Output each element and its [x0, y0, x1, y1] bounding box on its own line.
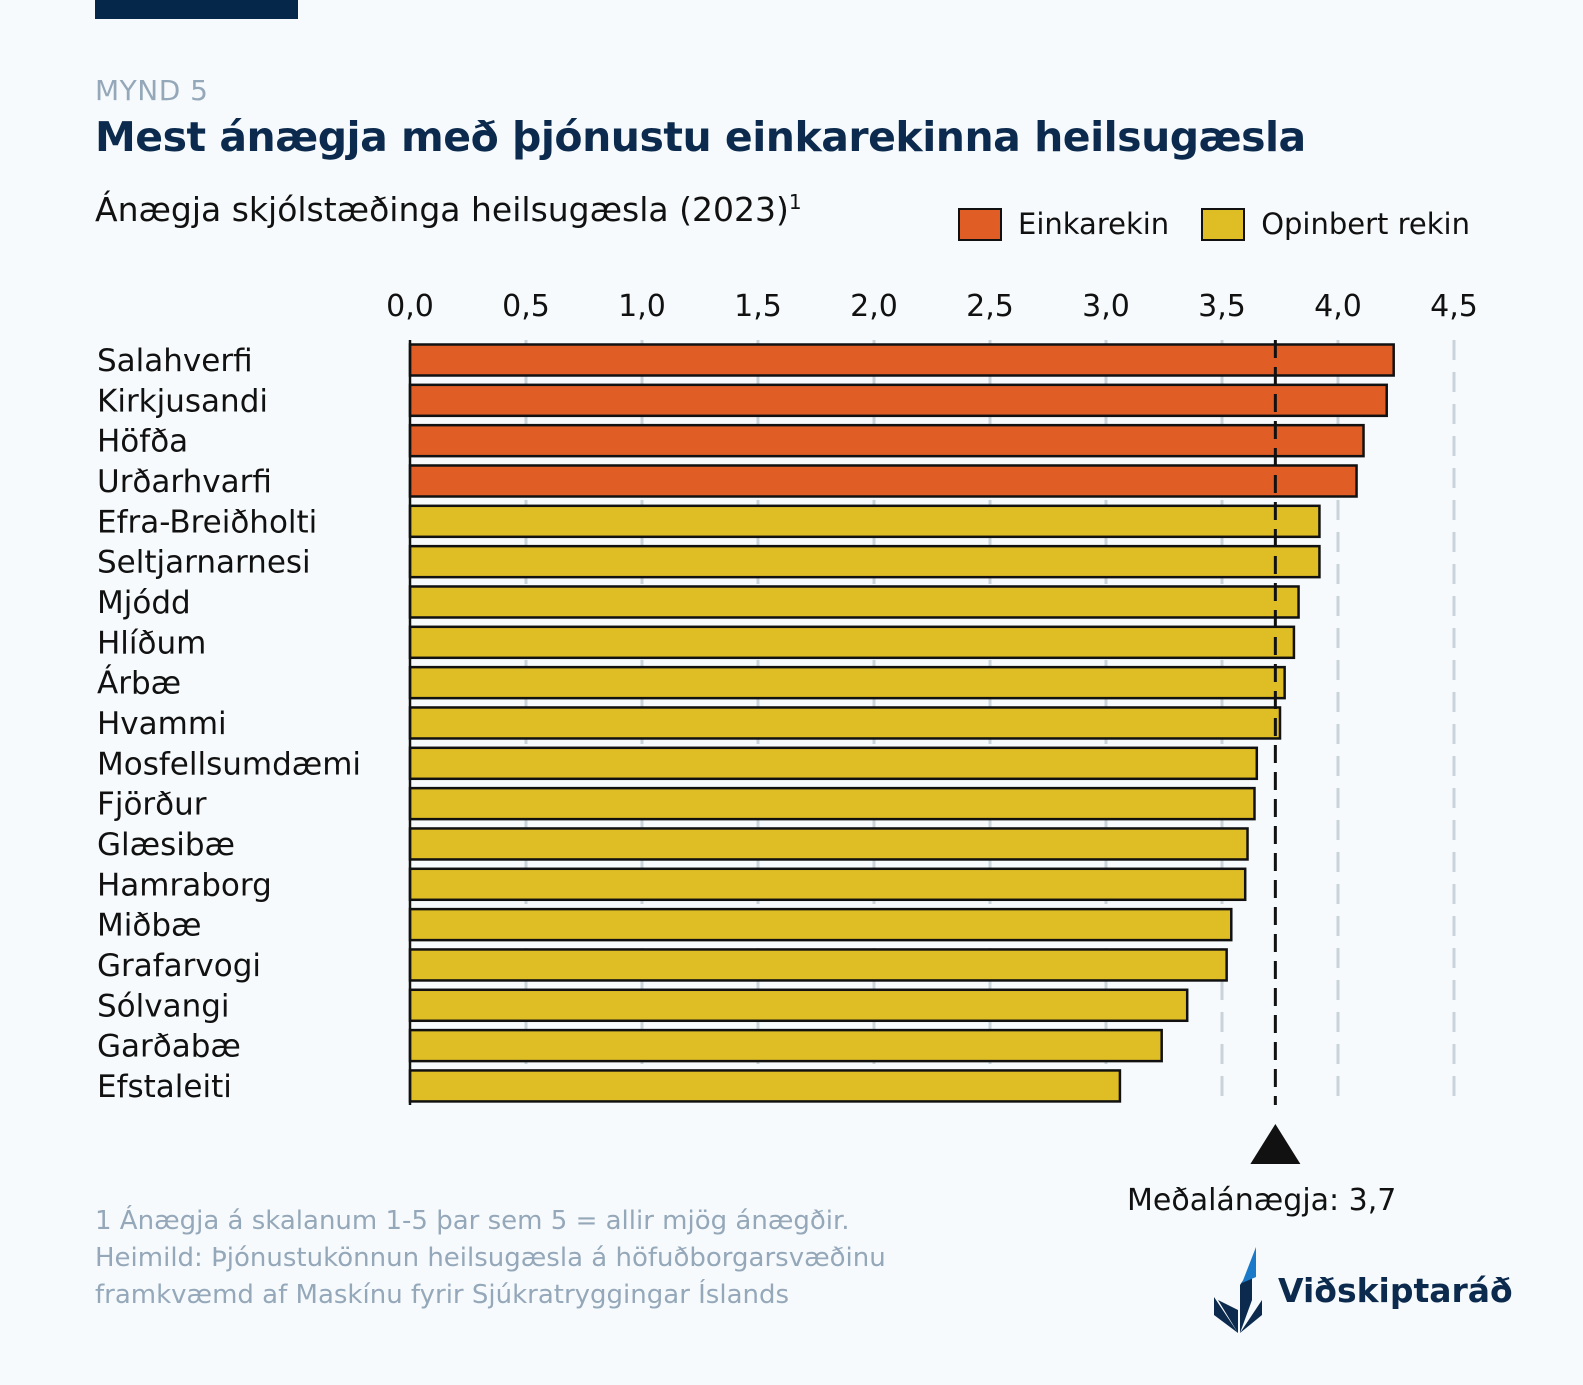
category-label: Efra-Breiðholti — [97, 504, 317, 540]
category-label: Grafarvogi — [97, 948, 261, 984]
bar — [408, 665, 1286, 700]
x-tick-label: 2,0 — [850, 289, 898, 324]
legend-swatch-einkarekin — [958, 207, 1002, 241]
bar — [408, 827, 1249, 861]
bar — [408, 343, 1395, 377]
chart-subtitle: Ánægja skjólstæðinga heilsugæsla (2023)1 — [95, 190, 802, 229]
category-label: Hlíðum — [97, 625, 206, 661]
category-label: Hvammi — [97, 706, 227, 742]
bar — [408, 1028, 1163, 1063]
legend-item-einkarekin: Einkarekin — [958, 207, 1169, 241]
logo-text: Viðskiptaráð — [1278, 1270, 1513, 1310]
x-tick-label: 0,5 — [502, 289, 550, 324]
bar — [408, 544, 1321, 579]
bar — [408, 504, 1321, 539]
top-accent-bar — [95, 0, 298, 19]
category-label: Kirkjusandi — [97, 383, 268, 419]
bar — [408, 585, 1300, 619]
bar — [408, 706, 1282, 740]
source-line: Heimild: Þjónustukönnun heilsugæsla á hö… — [95, 1243, 886, 1273]
mean-marker-triangle-icon — [1250, 1124, 1301, 1164]
category-label: Mosfellsumdæmi — [97, 746, 361, 782]
figure-number: MYND 5 — [95, 74, 209, 107]
bar — [408, 988, 1189, 1023]
mean-label: Meðalánægja: 3,7 — [1127, 1183, 1397, 1218]
footnote-line: 1 Ánægja á skalanum 1-5 þar sem 5 = alli… — [95, 1206, 850, 1236]
legend-item-opinbert: Opinbert rekin — [1201, 207, 1470, 241]
bar — [408, 625, 1296, 660]
category-label: Hamraborg — [97, 867, 272, 903]
bar — [408, 464, 1358, 498]
footnote: 1 Ánægja á skalanum 1-5 þar sem 5 = alli… — [95, 1203, 886, 1314]
category-label: Garðabæ — [97, 1029, 241, 1065]
category-label: Seltjarnarnesi — [97, 545, 311, 581]
category-label: Glæsibæ — [97, 827, 235, 863]
legend-label: Einkarekin — [1018, 207, 1170, 241]
category-label: Árbæ — [97, 666, 181, 702]
bar — [408, 423, 1365, 458]
x-tick-label: 4,0 — [1314, 289, 1362, 324]
source-line: framkvæmd af Maskínu fyrir Sjúkratryggin… — [95, 1280, 790, 1310]
chart-title: Mest ánægja með þjónustu einkarekinna he… — [95, 113, 1306, 161]
bar — [408, 746, 1259, 781]
category-label: Fjörður — [97, 787, 207, 823]
bar — [408, 907, 1233, 942]
category-label: Miðbæ — [97, 908, 201, 944]
bar — [408, 786, 1256, 821]
x-tick-label: 2,5 — [966, 289, 1014, 324]
x-tick-label: 3,0 — [1082, 289, 1130, 324]
subtitle-text: Ánægja skjólstæðinga heilsugæsla (2023) — [95, 190, 789, 229]
legend-swatch-opinbert — [1201, 207, 1246, 241]
bar — [408, 383, 1388, 418]
bar — [408, 867, 1247, 902]
category-label: Mjódd — [97, 585, 191, 621]
category-label: Salahverfi — [97, 343, 253, 379]
footnote-marker: 1 — [788, 190, 802, 214]
x-tick-label: 0,0 — [386, 289, 434, 324]
category-label: Urðarhvarfi — [97, 464, 272, 500]
x-tick-label: 3,5 — [1198, 289, 1246, 324]
leaf-logo-icon — [1214, 1247, 1262, 1333]
x-tick-label: 1,5 — [734, 289, 782, 324]
legend: Einkarekin Opinbert rekin — [958, 207, 1502, 241]
category-label: Sólvangi — [97, 988, 230, 1024]
bar — [408, 1069, 1122, 1103]
x-tick-label: 1,0 — [618, 289, 666, 324]
category-label: Höfða — [97, 424, 188, 460]
category-label: Efstaleiti — [97, 1069, 232, 1105]
bar — [408, 948, 1228, 982]
legend-label: Opinbert rekin — [1261, 207, 1470, 241]
x-tick-label: 4,5 — [1430, 289, 1478, 324]
logo: Viðskiptaráð — [1210, 1245, 1513, 1335]
